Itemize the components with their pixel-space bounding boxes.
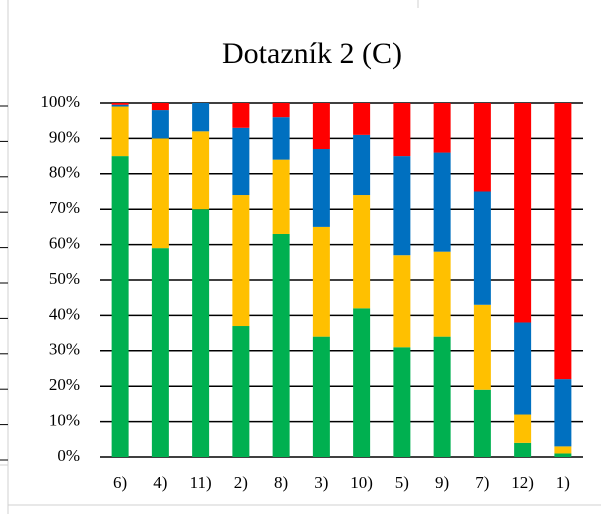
bar-segment (232, 127, 250, 196)
x-tick-label: 9) (435, 473, 449, 492)
bar-segment (353, 134, 371, 196)
bar-segment (393, 156, 411, 256)
bar-segment (192, 103, 210, 132)
bar-segment (514, 322, 532, 415)
bar-segment (232, 326, 250, 457)
bar-segment (232, 103, 250, 128)
bar-segment (353, 195, 371, 309)
y-tick-label: 90% (49, 127, 80, 146)
bar-segment (554, 453, 572, 457)
bar-segment (272, 233, 290, 457)
bar-segment (473, 304, 491, 390)
y-tick-label: 30% (49, 340, 80, 359)
bar-segment (554, 446, 572, 454)
bar-segment (272, 103, 290, 118)
bar-segment (151, 138, 169, 249)
y-tick-label: 20% (49, 375, 80, 394)
x-tick-label: 10) (350, 473, 373, 492)
bar-segment (433, 152, 451, 252)
bar-segment (433, 336, 451, 457)
bar-segment (111, 106, 129, 157)
bar-segment (353, 308, 371, 457)
bar-segment (151, 110, 169, 139)
bar-segment (473, 103, 491, 192)
y-tick-label: 10% (49, 411, 80, 430)
bar-segment (272, 117, 290, 160)
y-tick-label: 50% (49, 269, 80, 288)
x-tick-label: 12) (511, 473, 534, 492)
y-tick-label: 0% (57, 446, 80, 465)
bar-segment (393, 103, 411, 157)
bar-segment (111, 104, 129, 107)
bar-segment (272, 159, 290, 234)
bar-segment (192, 131, 210, 210)
bar-segment (312, 336, 330, 457)
bar-segment (433, 103, 451, 153)
bar-segment (473, 191, 491, 305)
y-tick-label: 60% (49, 234, 80, 253)
bar-segment (312, 149, 330, 227)
bar-segment (151, 248, 169, 457)
bar-segment (433, 251, 451, 337)
bar-segment (111, 156, 129, 457)
x-tick-label: 3) (314, 473, 328, 492)
y-tick-label: 70% (49, 198, 80, 217)
x-tick-label: 1) (556, 473, 570, 492)
bar-segment (473, 389, 491, 457)
x-tick-label: 7) (475, 473, 489, 492)
bar-segment (554, 103, 572, 380)
bar-segment (393, 347, 411, 457)
bar-segment (514, 103, 532, 323)
bar-segment (111, 103, 129, 105)
x-tick-label: 2) (234, 473, 248, 492)
bar-segment (353, 103, 371, 135)
x-tick-label: 5) (395, 473, 409, 492)
bar-segment (312, 103, 330, 150)
bar-segment (393, 255, 411, 348)
bar-segment (312, 226, 330, 337)
y-tick-label: 80% (49, 163, 80, 182)
bar-segment (554, 379, 572, 447)
x-tick-label: 11) (190, 473, 212, 492)
bar-segment (151, 103, 169, 111)
x-tick-label: 8) (274, 473, 288, 492)
y-tick-label: 100% (40, 92, 80, 111)
bar-segment (232, 195, 250, 327)
x-tick-label: 6) (113, 473, 127, 492)
y-tick-label: 40% (49, 304, 80, 323)
bar-segment (514, 414, 532, 443)
chart-title: Dotazník 2 (C) (222, 37, 402, 70)
bar-segment (192, 209, 210, 457)
bar-segment (514, 442, 532, 457)
x-tick-label: 4) (153, 473, 167, 492)
